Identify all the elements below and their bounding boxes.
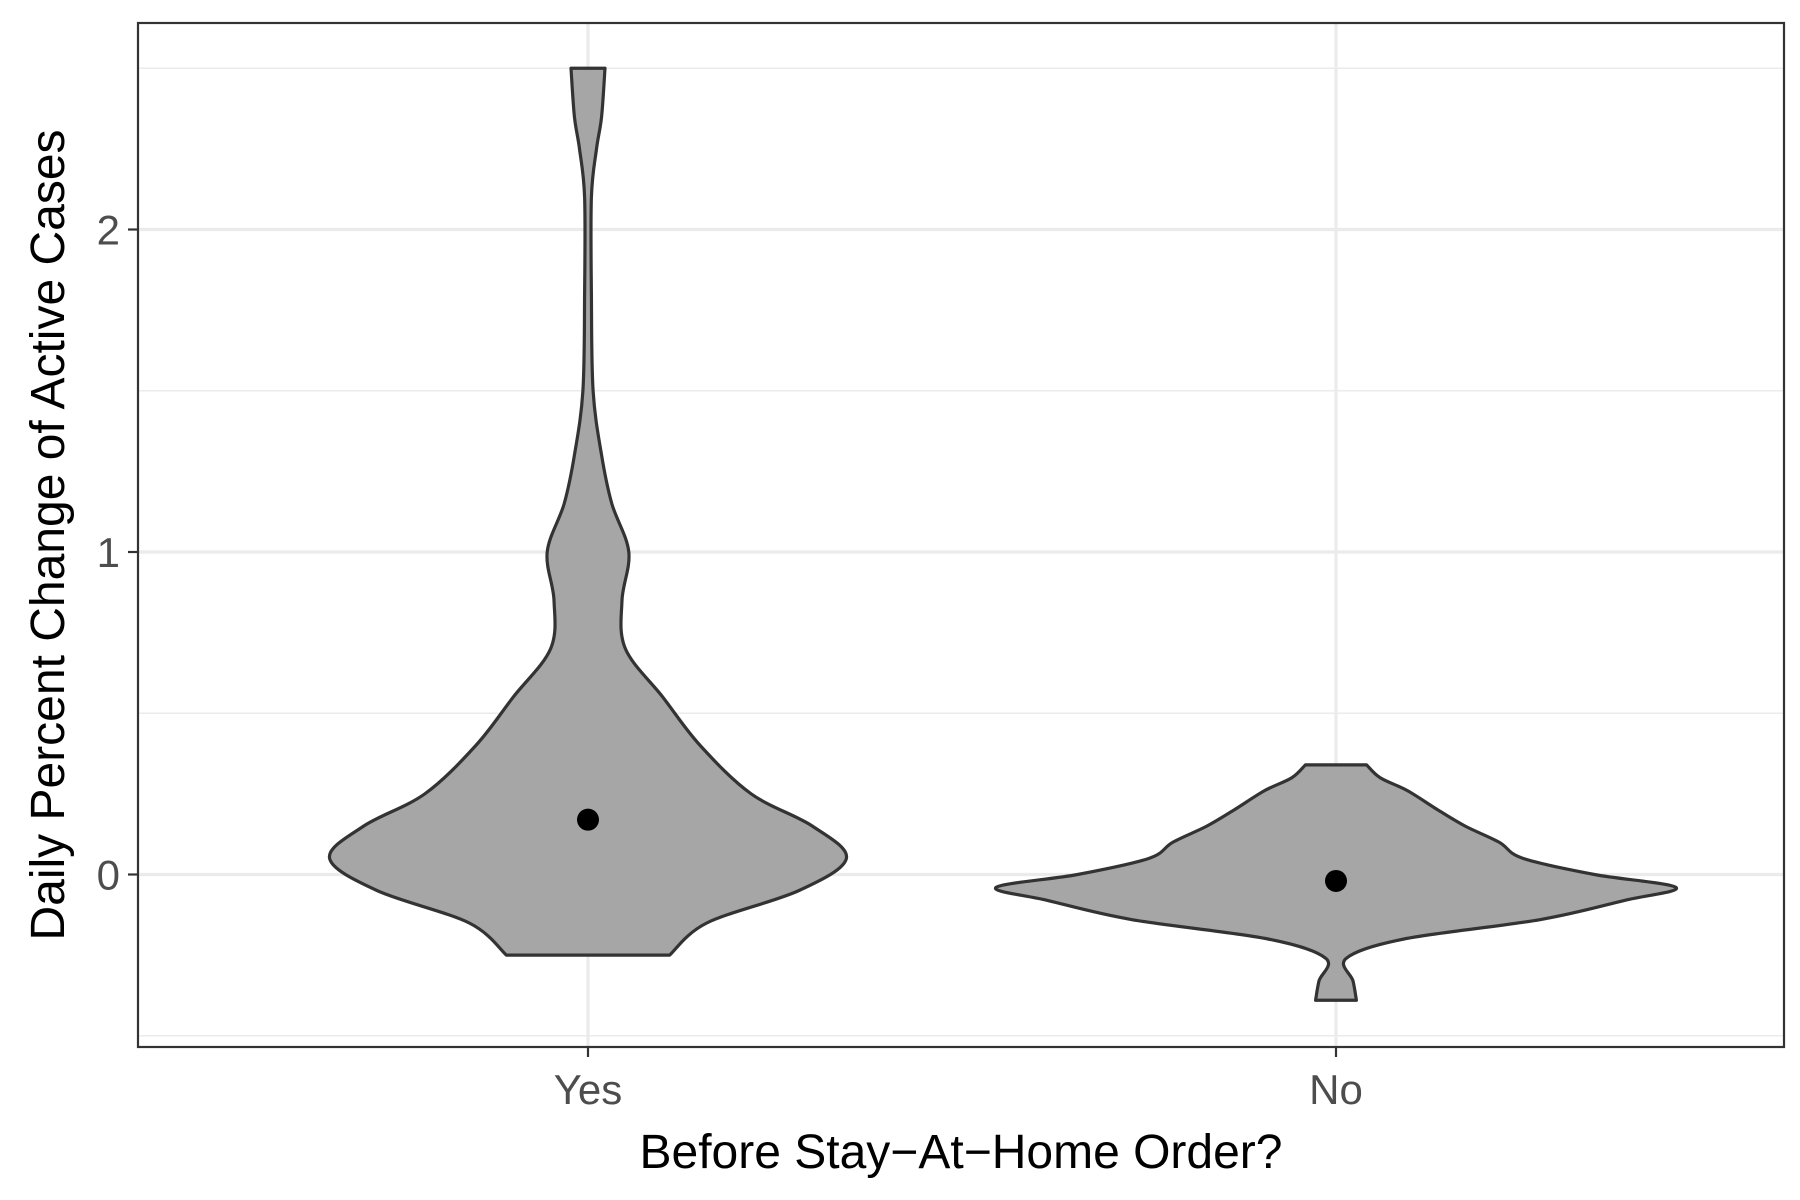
mean-points bbox=[577, 808, 1347, 892]
x-tick-label: No bbox=[1309, 1066, 1363, 1113]
x-tick-label: Yes bbox=[554, 1066, 623, 1113]
mean-point-yes bbox=[577, 808, 599, 831]
y-tick-label: 2 bbox=[97, 207, 120, 254]
mean-point-no bbox=[1325, 869, 1347, 892]
x-axis: Yes No bbox=[554, 1047, 1363, 1113]
y-tick-label: 0 bbox=[97, 852, 120, 899]
y-axis-title: Daily Percent Change of Active Cases bbox=[22, 129, 75, 940]
violin-yes bbox=[327, 66, 849, 957]
panel-border bbox=[136, 21, 1786, 1049]
y-axis: 0 1 2 bbox=[97, 207, 138, 899]
y-tick-label: 1 bbox=[97, 529, 120, 576]
x-axis-title: Before Stay−At−Home Order? bbox=[640, 1126, 1283, 1179]
